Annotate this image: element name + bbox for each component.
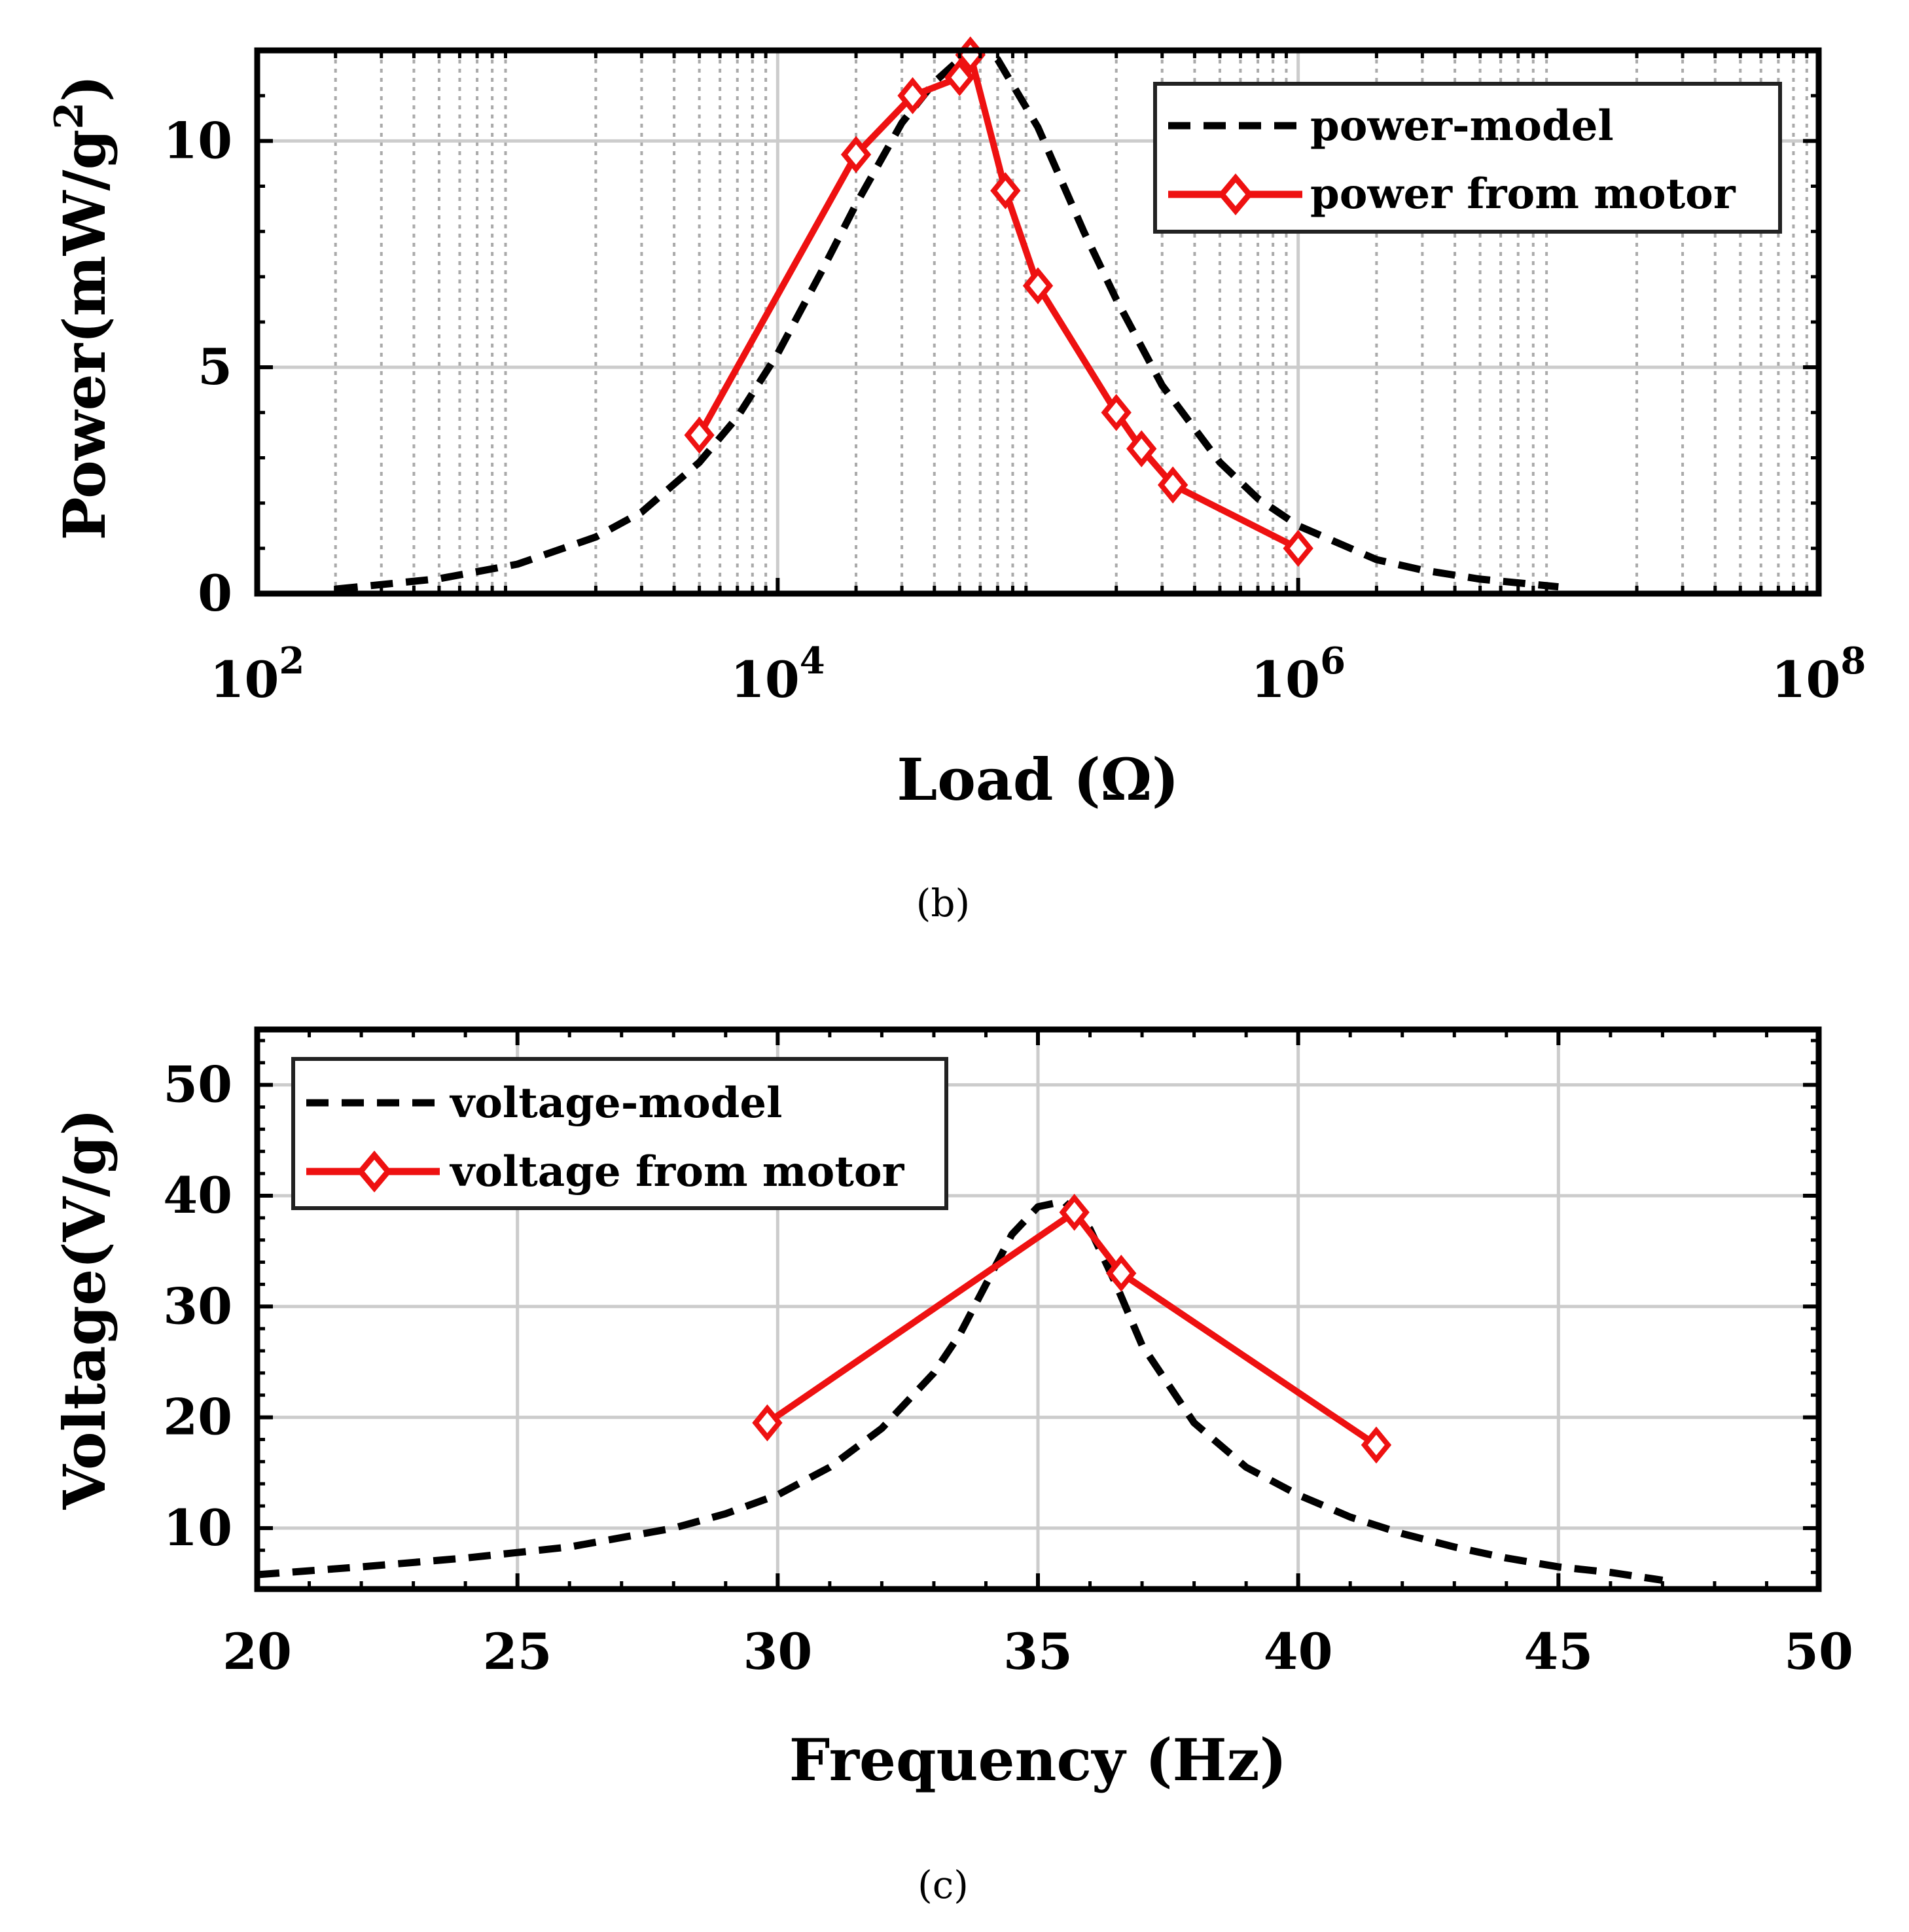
power-y-axis-label: Power(mW/g2) (46, 75, 118, 540)
power-x-axis-label: Load (Ω) (897, 745, 1179, 814)
voltage-x-tick-label: 35 (1003, 1622, 1073, 1681)
caption-b: (b) (916, 881, 970, 925)
power-legend-model-label: power-model (1310, 101, 1614, 151)
power-y-tick-label: 10 (163, 111, 232, 170)
power-x-tick-label: 104 (730, 639, 825, 709)
power-chart-ticks: 102 104 106 108 0 5 10 (163, 48, 1866, 709)
voltage-y-axis-label: Voltage(V/g) (50, 1109, 118, 1511)
voltage-x-tick-label: 30 (743, 1622, 812, 1681)
voltage-x-tick-label: 45 (1524, 1622, 1593, 1681)
voltage-y-tick-label: 10 (163, 1499, 232, 1557)
power-motor-point (1022, 267, 1054, 304)
voltage-motor-point (1059, 1194, 1090, 1231)
power-legend-motor-marker (1218, 173, 1253, 215)
voltage-y-tick-label: 50 (163, 1056, 232, 1114)
voltage-x-axis-label: Frequency (Hz) (789, 1726, 1287, 1794)
voltage-legend-motor-marker (357, 1151, 392, 1192)
voltage-x-tick-label: 20 (223, 1622, 292, 1681)
voltage-chart-ticks: 20 25 30 35 40 45 50 10 20 30 40 50 (163, 1029, 1853, 1681)
voltage-chart: 20 25 30 35 40 45 50 10 20 30 40 50 Voltage(V/g) Fr… (50, 1026, 1853, 1794)
voltage-legend: voltage-model voltage from motor (291, 1057, 948, 1210)
voltage-motor-point (752, 1404, 783, 1442)
voltage-y-tick-label: 20 (163, 1388, 232, 1446)
voltage-legend-box (291, 1057, 948, 1210)
power-motor-point (1101, 394, 1132, 431)
power-motor-point (1126, 430, 1157, 467)
power-legend-motor-label: power from motor (1310, 170, 1736, 219)
voltage-legend-model-label: voltage-model (449, 1079, 782, 1128)
power-motor-point (840, 135, 872, 173)
voltage-chart-series (257, 1197, 1664, 1584)
power-chart-markers (684, 36, 1313, 567)
power-motor-point (897, 77, 928, 115)
power-legend-box (1153, 82, 1782, 234)
voltage-x-tick-label: 25 (483, 1622, 552, 1681)
power-x-tick-label: 108 (1772, 639, 1866, 709)
power-legend: power-model power from motor (1153, 82, 1782, 234)
caption-c: (c) (918, 1863, 969, 1907)
power-x-tick-label: 106 (1251, 639, 1346, 709)
voltage-motor-line (765, 1209, 1378, 1448)
voltage-legend-motor-label: voltage from motor (449, 1147, 905, 1196)
voltage-y-tick-label: 40 (163, 1166, 232, 1225)
voltage-y-tick-label: 30 (163, 1277, 232, 1335)
voltage-x-tick-label: 50 (1784, 1622, 1853, 1681)
power-motor-point (1283, 529, 1313, 567)
voltage-motor-point (1106, 1255, 1137, 1292)
power-chart: 102 104 106 108 0 5 10 Power(mW/g2) Load (Ω) p… (46, 36, 1866, 814)
power-y-tick-label: 5 (198, 338, 232, 396)
power-motor-point (990, 172, 1021, 209)
power-model-line (335, 50, 1559, 593)
power-x-tick-label: 102 (210, 639, 305, 709)
power-y-tick-label: 0 (198, 564, 232, 622)
power-motor-point (1158, 466, 1188, 504)
voltage-motor-point (1361, 1426, 1392, 1464)
voltage-chart-markers (752, 1194, 1392, 1464)
power-motor-point (684, 416, 715, 454)
voltage-model-line (257, 1197, 1664, 1584)
voltage-x-tick-label: 40 (1264, 1622, 1333, 1681)
power-motor-point (944, 59, 975, 96)
